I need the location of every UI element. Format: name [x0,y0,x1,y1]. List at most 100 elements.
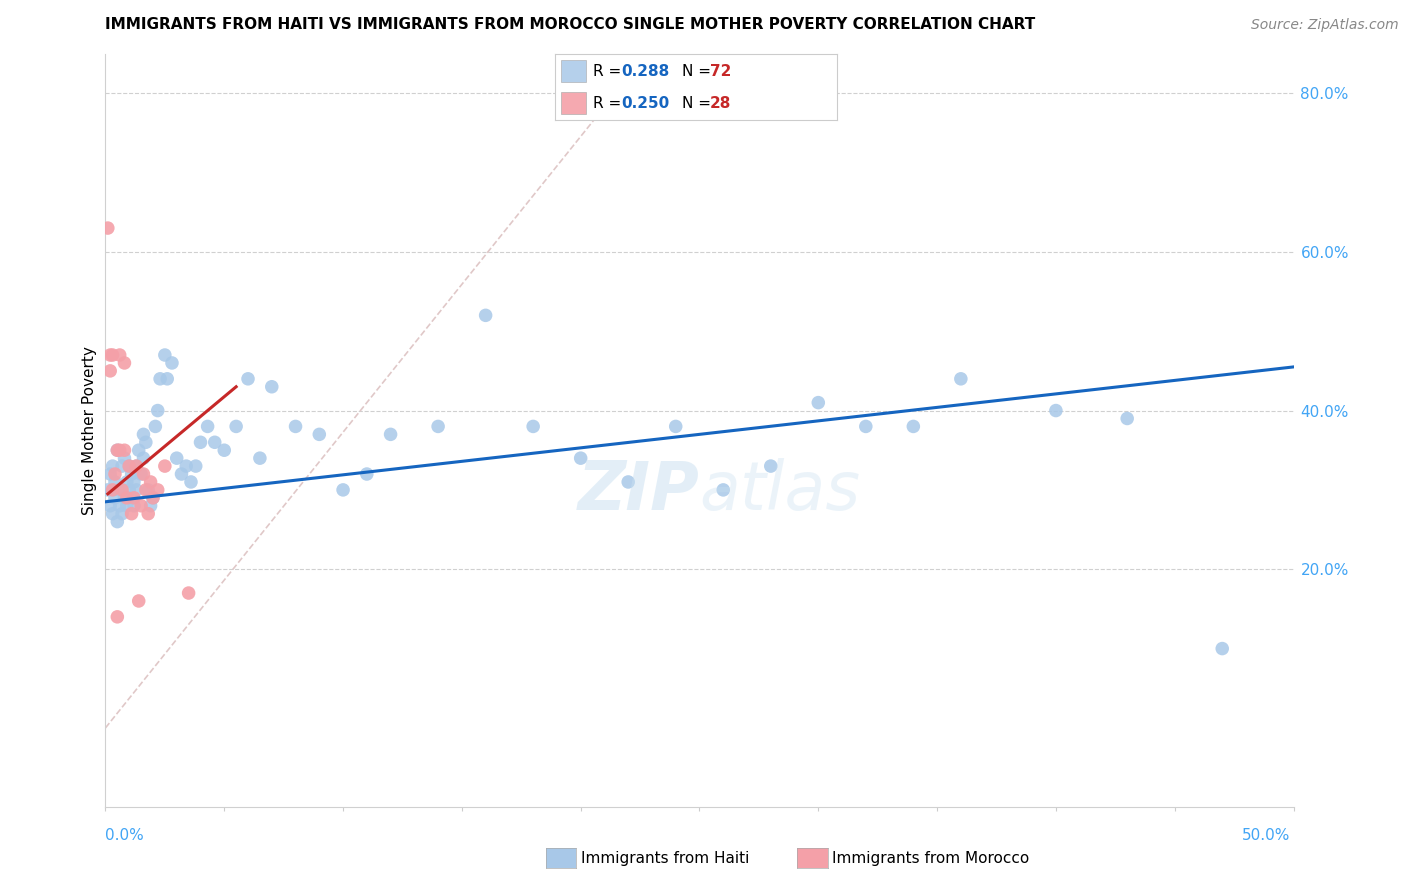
Point [108,348,131,362]
Point [128,443,150,458]
Point [97,221,120,235]
Point [132,427,155,442]
Point [98,348,121,362]
Point [332,483,354,497]
Point [380,427,402,442]
Point [98,499,121,513]
Point [153,348,176,362]
Point [125,459,148,474]
Point [101,507,124,521]
Point [101,483,124,497]
FancyBboxPatch shape [561,92,586,114]
Point [105,443,128,458]
Point [111,483,134,497]
Point [1045,403,1067,417]
Point [121,507,143,521]
Y-axis label: Single Mother Poverty: Single Mother Poverty [82,346,97,515]
Point [108,483,131,497]
Text: 28: 28 [710,95,731,111]
Point [114,356,136,370]
Point [855,419,877,434]
Point [149,372,172,386]
Point [114,491,136,505]
Point [204,435,226,450]
Point [617,475,640,489]
Point [356,467,378,481]
Point [260,380,283,394]
Point [139,499,162,513]
Text: R =: R = [593,95,627,111]
Point [108,499,131,513]
Point [118,459,141,474]
Point [214,443,236,458]
Point [1211,641,1233,656]
Point [759,459,782,474]
Point [115,491,138,505]
Point [136,507,159,521]
Point [177,586,200,600]
Point [105,443,128,458]
Point [122,475,145,489]
Text: 0.288: 0.288 [621,63,669,78]
Point [427,419,450,434]
Text: atlas: atlas [700,458,860,524]
FancyBboxPatch shape [561,61,586,82]
Point [143,419,166,434]
Text: ZIP: ZIP [578,458,700,524]
Point [114,451,136,466]
Text: N =: N = [682,95,716,111]
Point [111,507,134,521]
Point [665,419,688,434]
Text: 50.0%: 50.0% [1243,829,1291,843]
Point [105,610,128,624]
Point [97,483,120,497]
Point [111,459,134,474]
Text: Source: ZipAtlas.com: Source: ZipAtlas.com [1251,18,1399,31]
Point [522,419,544,434]
Point [197,419,219,434]
Point [136,483,159,497]
Point [128,594,150,608]
Point [156,372,179,386]
Point [125,483,148,497]
Point [132,451,155,466]
Point [115,475,138,489]
Text: R =: R = [593,63,627,78]
Point [142,491,165,505]
Point [180,475,202,489]
Point [249,451,271,466]
Point [236,372,259,386]
Point [184,459,207,474]
Point [170,467,193,481]
Point [104,467,127,481]
Point [569,451,592,466]
Point [1116,411,1139,425]
Point [104,475,127,489]
Point [135,483,157,497]
Point [121,467,143,481]
Point [115,499,138,513]
Text: 72: 72 [710,63,731,78]
Text: 0.250: 0.250 [621,95,669,111]
Point [711,483,734,497]
Point [142,491,165,505]
Point [98,467,121,481]
Point [108,443,131,458]
Point [104,491,127,505]
Point [949,372,972,386]
Point [474,309,496,323]
Point [135,435,157,450]
Point [225,419,247,434]
Point [146,403,169,417]
Point [190,435,212,450]
Point [903,419,925,434]
Point [129,499,152,513]
Point [139,475,162,489]
Text: 0.0%: 0.0% [105,829,145,843]
Point [98,364,121,378]
Point [160,356,183,370]
Point [132,467,155,481]
Text: IMMIGRANTS FROM HAITI VS IMMIGRANTS FROM MOROCCO SINGLE MOTHER POVERTY CORRELATI: IMMIGRANTS FROM HAITI VS IMMIGRANTS FROM… [105,17,1036,31]
Point [118,459,141,474]
Text: N =: N = [682,63,716,78]
